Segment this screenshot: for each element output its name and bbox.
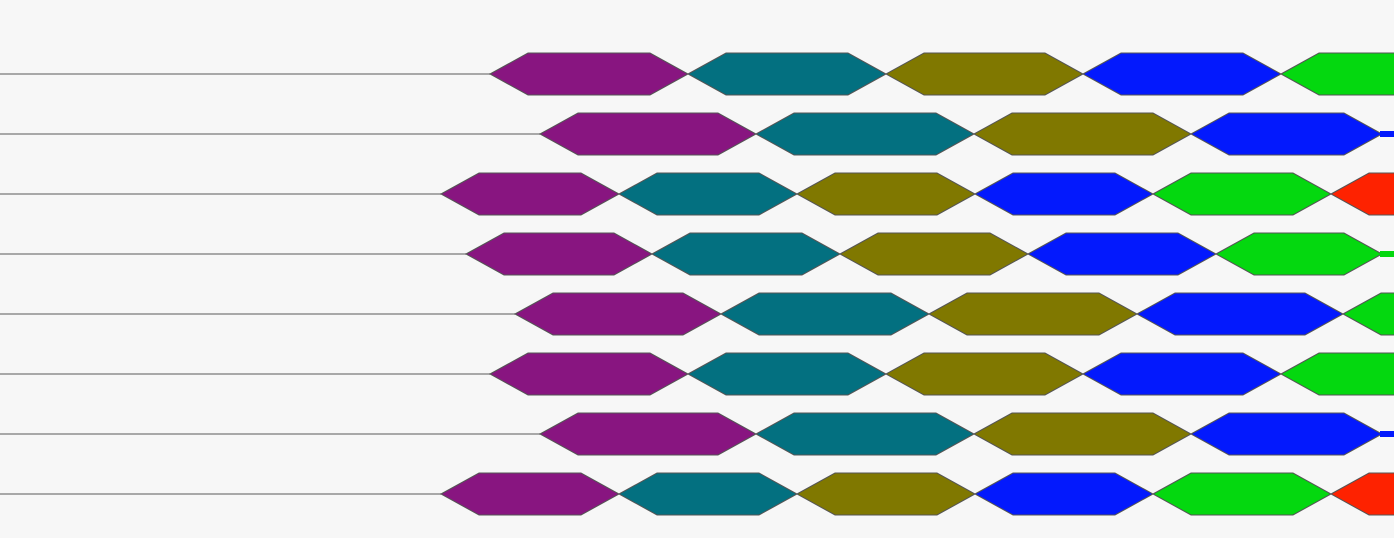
segment-purple [439,472,621,516]
diagram-row-2 [0,112,1394,156]
diagram-row-5 [0,292,1394,336]
segment-purple [439,172,621,216]
segment-olive [795,172,977,216]
diagram-row-7 [0,412,1394,456]
segment-red [1329,472,1394,516]
segment-green [1279,52,1394,96]
diagram-row-1 [0,52,1394,96]
diagram-row-3 [0,172,1394,216]
segment-teal [719,292,931,336]
segment-blue [973,472,1155,516]
segment-blue [1135,292,1345,336]
segment-blue [1026,232,1218,276]
segment-teal [686,52,888,96]
diagram-row-6 [0,352,1394,396]
diagram-row-4 [0,232,1394,276]
segment-red [1329,172,1394,216]
segment-blue [1081,352,1283,396]
segment-green [1279,352,1394,396]
segment-purple [488,52,690,96]
segment-purple [464,232,654,276]
segment-purple [538,112,758,156]
segment-purple [488,352,690,396]
segment-olive [884,52,1085,96]
segment-olive [838,232,1030,276]
segment-teal [686,352,888,396]
segment-blue [1189,112,1384,156]
segment-teal [617,472,799,516]
segment-olive [927,292,1139,336]
segment-olive [884,352,1085,396]
segment-purple [538,412,758,456]
segment-purple [513,292,723,336]
segment-teal [754,412,976,456]
segment-olive [972,112,1193,156]
segment-blue [1189,412,1384,456]
segment-green [1151,172,1333,216]
segment-teal [754,112,976,156]
segment-olive [795,472,977,516]
segment-blue [973,172,1155,216]
segment-teal [650,232,842,276]
segment-teal [617,172,799,216]
segment-green [1151,472,1333,516]
segment-olive [972,412,1193,456]
segment-green [1214,232,1384,276]
diagram-row-8 [0,472,1394,516]
segment-green [1341,292,1394,336]
segment-blue [1081,52,1283,96]
